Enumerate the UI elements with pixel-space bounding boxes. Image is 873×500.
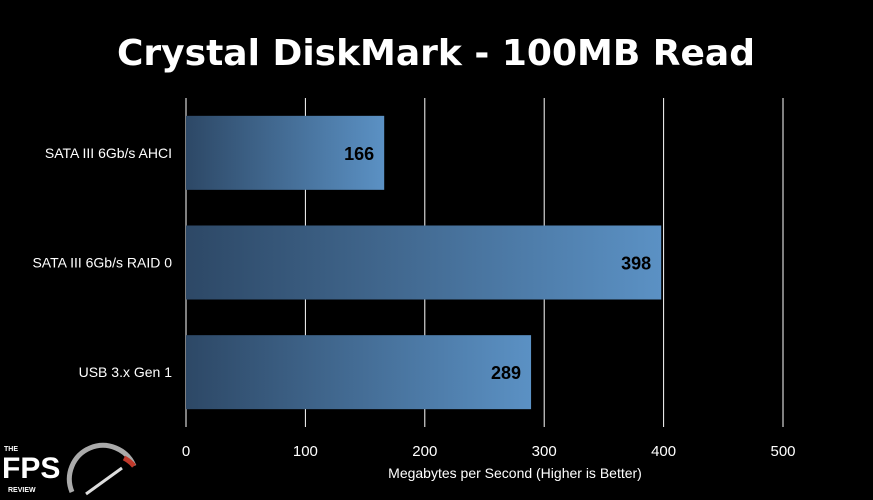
x-tick-label: 300 [532, 443, 557, 460]
x-tick-labels: 0 100 200 300 400 500 [182, 443, 796, 460]
category-label: SATA III 6Gb/s AHCI [45, 145, 172, 161]
bar [186, 335, 532, 410]
category-label: USB 3.x Gen 1 [79, 364, 173, 380]
x-tick-label: 100 [293, 443, 318, 460]
bar-value-label: 289 [491, 363, 521, 383]
bar [186, 115, 385, 190]
logo-text-main: FPS [2, 452, 60, 485]
x-tick-label: 500 [770, 443, 795, 460]
fps-review-logo: THE FPS REVIEW [2, 442, 137, 496]
x-tick-label: 200 [412, 443, 437, 460]
x-tick-label: 0 [182, 443, 190, 460]
chart-title: Crystal DiskMark - 100MB Read [117, 33, 755, 74]
logo-text-bottom: REVIEW [8, 487, 36, 494]
logo-text-top: THE [4, 446, 18, 453]
x-tick-label: 400 [651, 443, 676, 460]
bar-value-label: 166 [344, 144, 374, 164]
bars: 166 398 289 [186, 115, 662, 410]
x-axis-label: Megabytes per Second (Higher is Better) [388, 465, 642, 481]
category-label: SATA III 6Gb/s RAID 0 [32, 255, 172, 271]
speedometer-icon [66, 442, 137, 493]
bar [186, 225, 662, 300]
category-labels: SATA III 6Gb/s AHCI SATA III 6Gb/s RAID 0… [32, 145, 172, 380]
bar-value-label: 398 [621, 254, 651, 274]
